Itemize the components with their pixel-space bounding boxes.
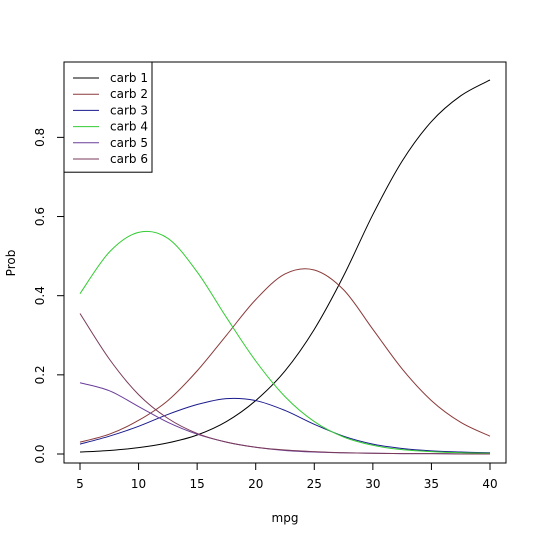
x-tick-label: 40 xyxy=(482,477,497,491)
x-tick-label: 30 xyxy=(365,477,380,491)
legend-label-carb-3: carb 3 xyxy=(110,103,148,117)
x-axis-label: mpg xyxy=(272,511,299,525)
y-axis: 0.0 0.2 0.4 0.6 0.8 xyxy=(33,128,64,464)
x-tick-label: 10 xyxy=(131,477,146,491)
legend-label-carb-5: carb 5 xyxy=(110,136,148,150)
series-line-carb-2 xyxy=(79,268,491,443)
x-tick-label: 25 xyxy=(307,477,322,491)
series-line-carb-6 xyxy=(79,313,491,455)
x-tick-label: 15 xyxy=(190,477,205,491)
y-tick-label: 0.2 xyxy=(33,365,47,384)
legend-label-carb-6: carb 6 xyxy=(110,152,148,166)
series-line-carb-3 xyxy=(79,397,491,454)
y-tick-label: 0.4 xyxy=(33,286,47,305)
legend-label-carb-4: carb 4 xyxy=(110,120,148,134)
x-tick-label: 5 xyxy=(76,477,84,491)
x-axis: 5 10 15 20 25 30 35 40 xyxy=(76,463,498,491)
legend: carb 1 carb 2 carb 3 carb 4 carb 5 carb 6 xyxy=(63,61,153,173)
y-tick-label: 0.6 xyxy=(33,207,47,226)
y-axis-label: Prob xyxy=(4,250,18,277)
series-line-carb-1 xyxy=(79,79,491,453)
legend-box xyxy=(63,61,153,173)
legend-label-carb-2: carb 2 xyxy=(110,87,148,101)
y-tick-label: 0.8 xyxy=(33,128,47,147)
plot-area-border xyxy=(63,61,507,464)
series-line-carb-4 xyxy=(79,230,491,454)
x-tick-label: 35 xyxy=(424,477,439,491)
x-tick-label: 20 xyxy=(248,477,263,491)
legend-label-carb-1: carb 1 xyxy=(110,71,148,85)
series-lines xyxy=(79,79,491,455)
y-tick-label: 0.0 xyxy=(33,444,47,463)
